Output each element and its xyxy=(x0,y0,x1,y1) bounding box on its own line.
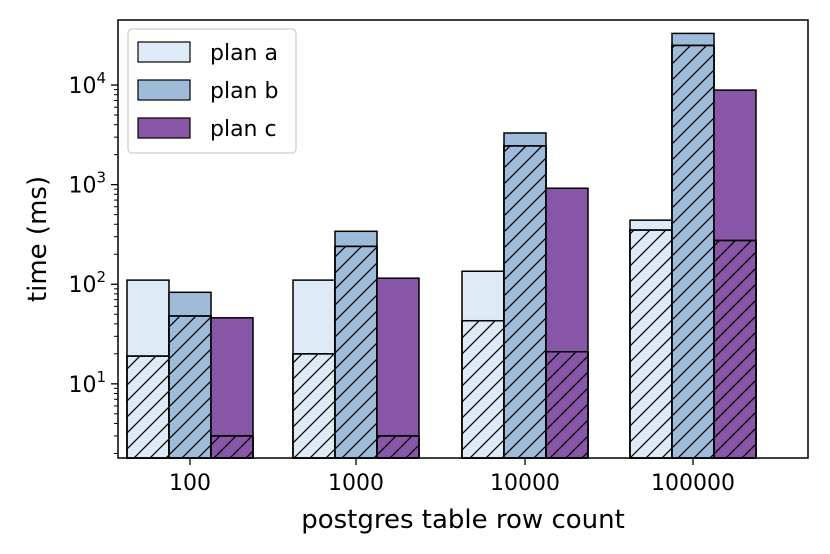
x-axis-label: postgres table row count xyxy=(301,505,625,535)
bar-hatched xyxy=(126,355,170,459)
legend-label-plan-b: plan b xyxy=(210,79,278,104)
bar-hatched xyxy=(210,435,254,459)
plot-frame xyxy=(117,19,809,459)
bar-hatched xyxy=(376,435,420,459)
x-tick-label: 100000 xyxy=(651,471,735,496)
y-tick-label: 102 xyxy=(68,268,106,298)
bar-hatched xyxy=(671,44,715,459)
x-tick-label: 1000 xyxy=(328,471,384,496)
legend-swatch-plan-a xyxy=(137,41,191,63)
y-tick-label: 104 xyxy=(68,69,106,99)
legend: plan a plan b plan c xyxy=(127,28,297,154)
bar-hatched xyxy=(461,319,505,459)
bar-hatched xyxy=(334,245,378,459)
bar-hatched xyxy=(503,145,547,459)
bars-group xyxy=(126,32,757,459)
bar-total xyxy=(376,277,420,459)
x-tick-label: 10000 xyxy=(490,471,560,496)
legend-swatch-plan-c xyxy=(137,117,191,139)
legend-label-plan-c: plan c xyxy=(210,117,277,142)
x-tick-label: 100 xyxy=(169,471,211,496)
bar-hatched xyxy=(292,353,336,459)
bar-hatched xyxy=(545,350,589,459)
bar-hatched xyxy=(713,239,757,459)
y-tick-label: 101 xyxy=(68,368,106,398)
y-tick-label: 103 xyxy=(68,169,106,199)
x-axis-ticks: 100 1000 10000 100000 xyxy=(169,458,735,496)
legend-swatch-plan-b xyxy=(137,79,191,101)
bar-hatched xyxy=(629,229,673,459)
y-axis-label: time (ms) xyxy=(23,176,53,302)
legend-label-plan-a: plan a xyxy=(210,41,278,66)
y-axis-ticks: 101 102 103 104 xyxy=(68,69,118,454)
bar-hatched xyxy=(168,315,212,459)
